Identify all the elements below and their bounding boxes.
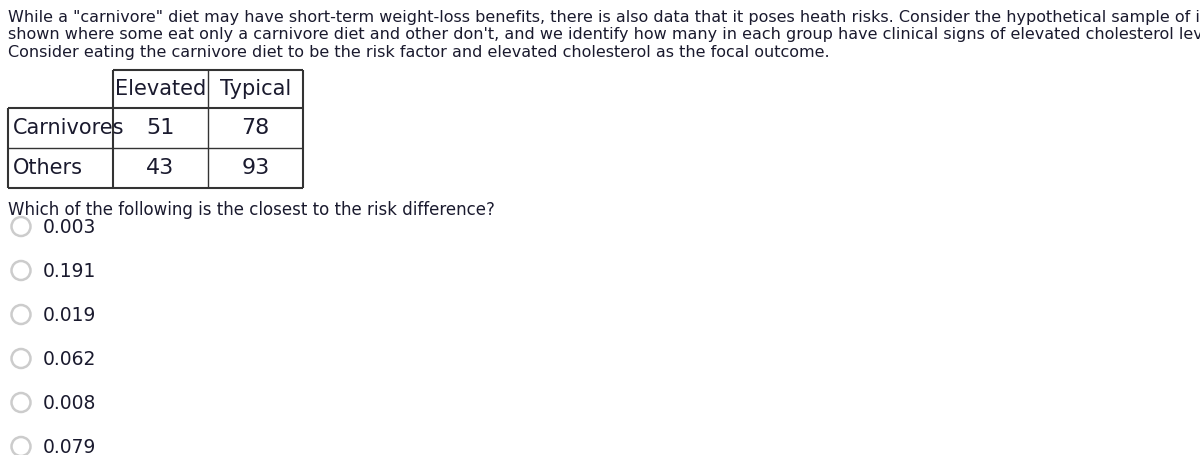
Text: 93: 93 [241, 158, 270, 178]
Text: 43: 43 [146, 158, 175, 178]
Text: shown where some eat only a carnivore diet and other don't, and we identify how : shown where some eat only a carnivore di… [8, 27, 1200, 42]
Text: 0.008: 0.008 [43, 393, 96, 412]
Text: 0.003: 0.003 [43, 217, 96, 237]
Text: Others: Others [13, 158, 83, 178]
Text: Consider eating the carnivore diet to be the risk factor and elevated cholestero: Consider eating the carnivore diet to be… [8, 45, 829, 60]
Text: 51: 51 [146, 118, 175, 138]
Text: Carnivores: Carnivores [13, 118, 125, 138]
Text: 0.019: 0.019 [43, 305, 96, 324]
Text: While a "carnivore" diet may have short-term weight-loss benefits, there is also: While a "carnivore" diet may have short-… [8, 10, 1200, 25]
Text: 0.062: 0.062 [43, 349, 96, 368]
Text: Elevated: Elevated [115, 79, 206, 99]
Text: Typical: Typical [220, 79, 292, 99]
Text: 0.191: 0.191 [43, 262, 96, 280]
Text: 78: 78 [241, 118, 270, 138]
Text: 0.079: 0.079 [43, 437, 96, 455]
Text: Which of the following is the closest to the risk difference?: Which of the following is the closest to… [8, 201, 494, 219]
